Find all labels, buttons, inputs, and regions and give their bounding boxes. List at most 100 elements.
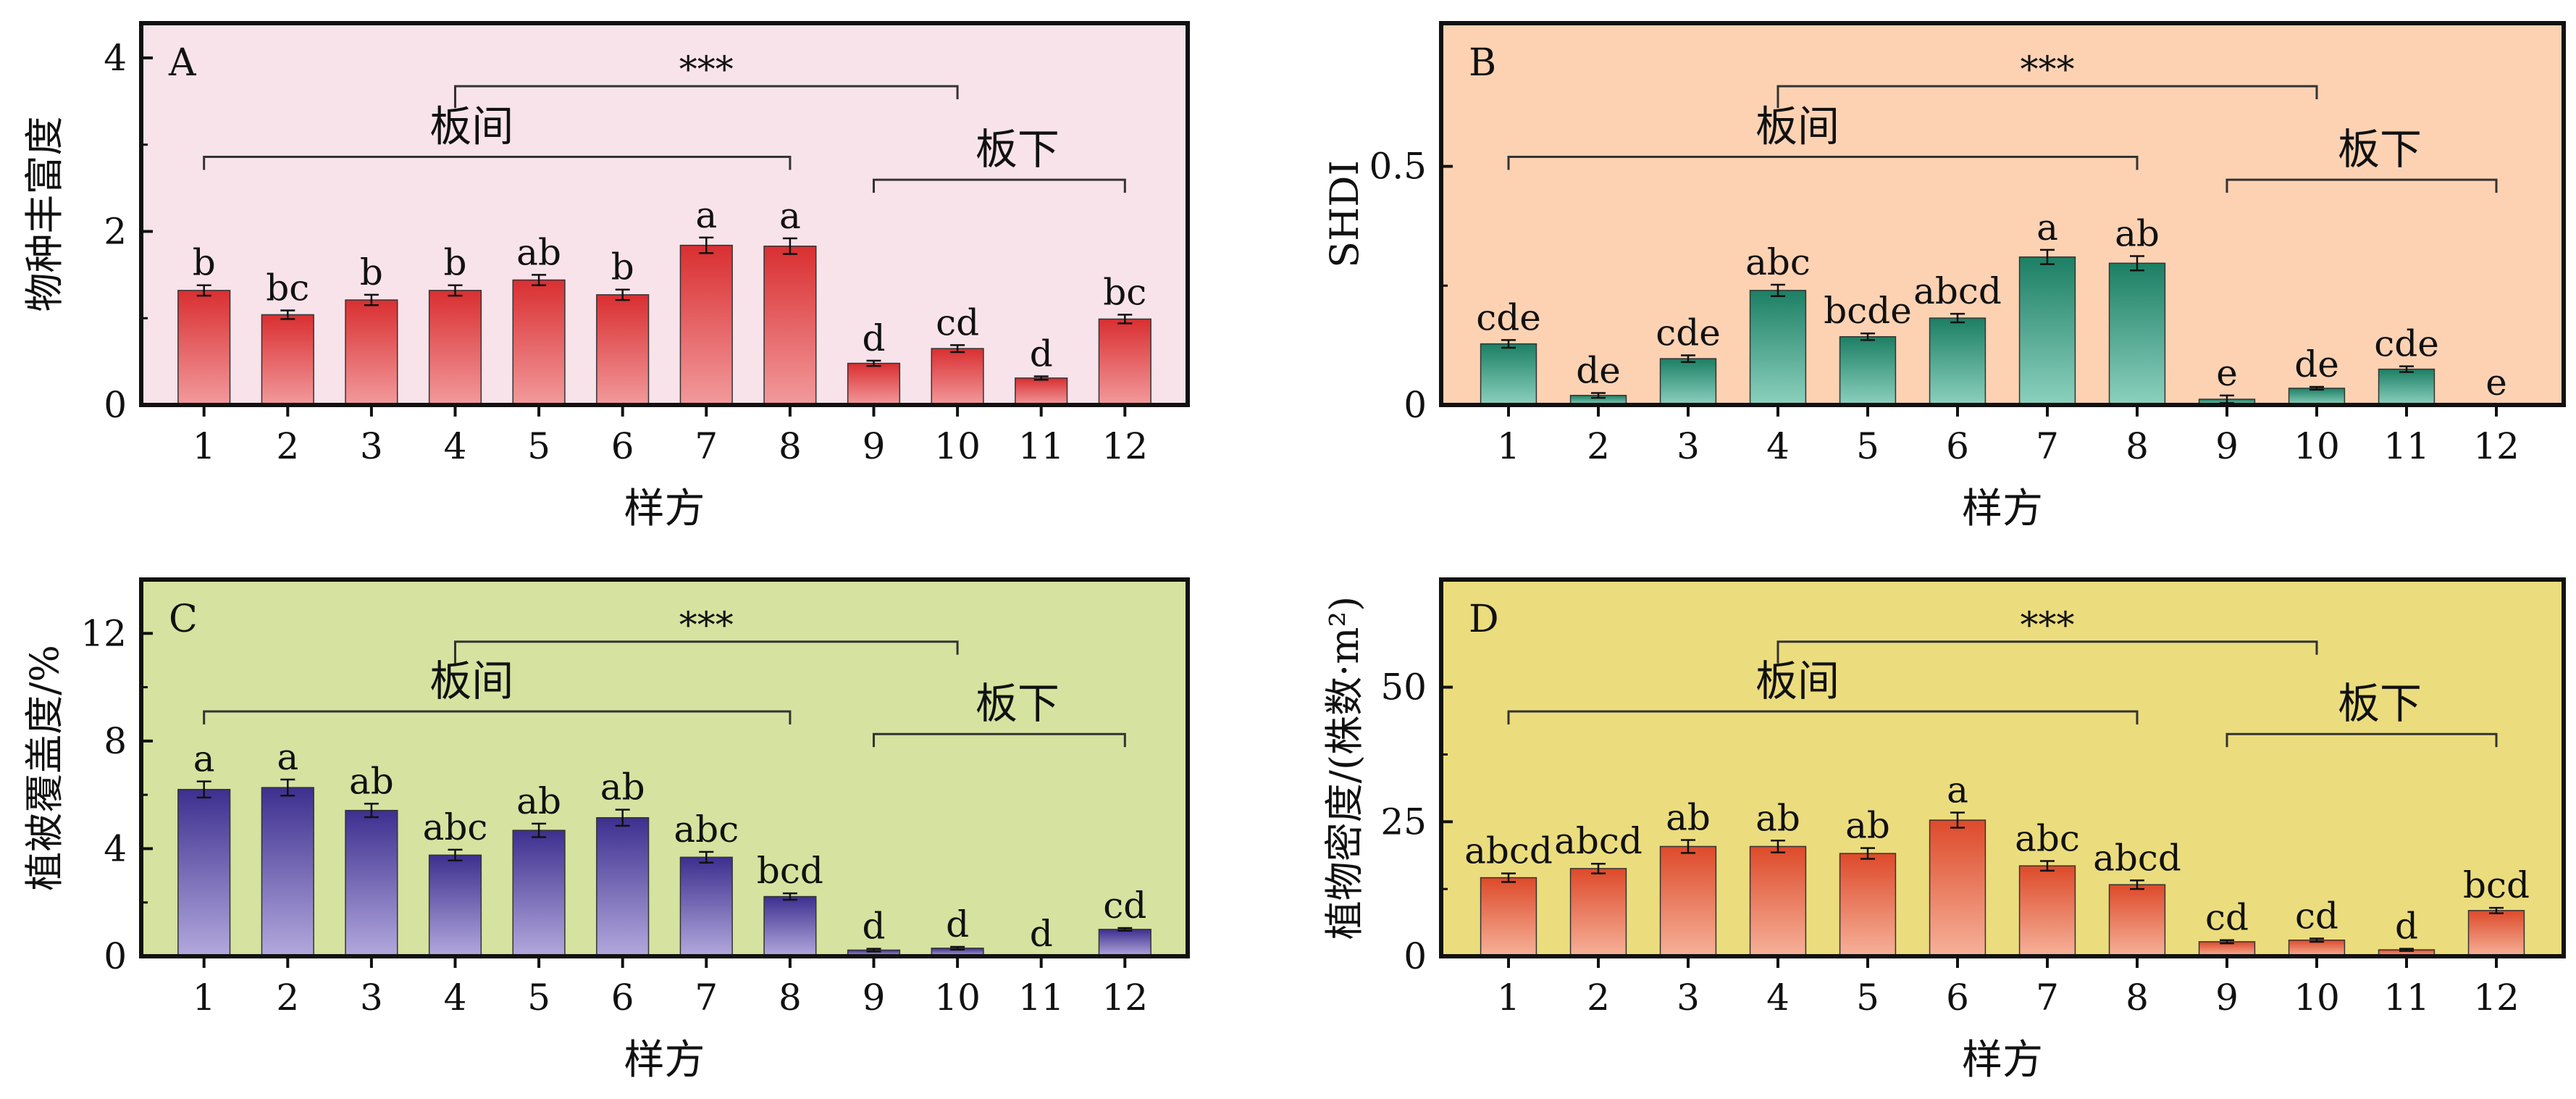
plot-frame xyxy=(1439,577,2566,958)
error-bar-6 xyxy=(615,808,630,827)
significance-letter-3: ab xyxy=(349,760,394,802)
significance-letter-4: abc xyxy=(1745,241,1811,283)
significance-bracket-line xyxy=(454,640,959,664)
y-tick-label: 0 xyxy=(104,384,127,426)
error-bar-4 xyxy=(448,284,463,297)
significance-stars: *** xyxy=(679,604,734,646)
x-tick-label: 12 xyxy=(1102,977,1148,1019)
x-axis-title: 样方 xyxy=(1962,1037,2043,1084)
panel-label: B xyxy=(1469,41,1496,85)
panel-label: C xyxy=(169,598,198,641)
significance-letter-5: ab xyxy=(516,780,561,822)
error-bar-7 xyxy=(2040,860,2055,872)
bar-10 xyxy=(2288,388,2346,406)
error-bar-8 xyxy=(782,237,797,255)
error-bar-1 xyxy=(196,284,211,297)
group-bracket-1: 板间 xyxy=(203,101,792,170)
error-bar-7 xyxy=(2040,248,2055,265)
bar-6 xyxy=(1929,317,1986,406)
group-bracket-line xyxy=(1507,710,2139,724)
error-bar-3 xyxy=(364,803,379,819)
x-tick-label: 5 xyxy=(1856,977,1879,1019)
significance-letter-5: ab xyxy=(1845,805,1890,847)
bar-7 xyxy=(679,244,733,406)
significance-letter-8: abcd xyxy=(2093,837,2181,879)
significance-letter-8: bcd xyxy=(757,850,823,892)
bar-4 xyxy=(428,290,482,406)
significance-letter-11: d xyxy=(1030,913,1053,955)
bar-7 xyxy=(679,856,733,957)
x-tick-label: 2 xyxy=(1587,977,1610,1019)
bar-11 xyxy=(2378,368,2436,406)
bar-7 xyxy=(2018,256,2076,406)
error-bar-6 xyxy=(1950,811,1965,829)
significance-letter-1: cde xyxy=(1476,296,1541,338)
error-bar-12 xyxy=(1117,927,1133,932)
error-bar-12 xyxy=(1117,314,1133,325)
x-axis-title: 样方 xyxy=(624,1037,705,1084)
group-bracket-1: 板间 xyxy=(1507,101,2139,170)
significance-letter-6: a xyxy=(1947,769,1968,811)
y-axis-title: SHDI xyxy=(1322,160,1367,268)
bar-5 xyxy=(1839,853,1897,957)
group-bracket-line xyxy=(2225,178,2498,193)
error-bar-2 xyxy=(1591,862,1606,874)
bar-3 xyxy=(1659,845,1717,957)
bar-6 xyxy=(1929,819,1986,957)
significance-letter-1: a xyxy=(193,738,215,780)
bar-1 xyxy=(1480,343,1537,406)
significance-letter-4: ab xyxy=(1755,797,1800,839)
group-bracket-line xyxy=(873,732,1126,748)
x-tick-label: 6 xyxy=(1946,977,1969,1019)
x-tick-label: 4 xyxy=(444,425,467,467)
bar-4 xyxy=(428,854,482,957)
x-tick-label: 9 xyxy=(863,425,886,467)
error-bar-11 xyxy=(1033,375,1049,381)
significance-letter-11: d xyxy=(2395,906,2418,948)
x-tick-label: 2 xyxy=(1587,425,1610,467)
x-tick-label: 10 xyxy=(934,425,981,467)
error-bar-6 xyxy=(1950,312,1965,324)
error-bar-11 xyxy=(2399,948,2414,952)
error-bar-10 xyxy=(2309,385,2324,391)
x-tick-label: 5 xyxy=(527,977,550,1019)
error-bar-1 xyxy=(1501,339,1516,349)
significance-letter-6: ab xyxy=(600,766,645,808)
bar-3 xyxy=(345,809,398,957)
significance-letter-9: d xyxy=(862,906,885,948)
y-tick-label: 12 xyxy=(80,612,127,654)
error-bar-1 xyxy=(196,780,211,799)
bar-6 xyxy=(596,816,650,957)
x-tick-label: 1 xyxy=(193,425,216,467)
error-bar-10 xyxy=(950,344,965,354)
significance-bracket-line xyxy=(1776,640,2318,664)
significance-letter-12: cd xyxy=(1103,885,1146,927)
significance-bracket: *** xyxy=(454,49,959,108)
significance-stars: *** xyxy=(2021,49,2075,91)
significance-letter-4: b xyxy=(443,242,466,284)
bar-2 xyxy=(261,314,314,406)
error-bar-3 xyxy=(1681,354,1695,363)
group-bracket-line xyxy=(1507,155,2139,170)
x-tick-label: 1 xyxy=(193,977,216,1019)
error-bar-2 xyxy=(280,778,295,797)
error-bar-3 xyxy=(1681,839,1695,854)
y-axis-title: 植被覆盖度/% xyxy=(22,645,67,891)
significance-letter-8: a xyxy=(779,195,801,237)
x-tick-label: 4 xyxy=(444,977,467,1019)
x-tick-label: 12 xyxy=(2473,977,2520,1019)
x-tick-label: 6 xyxy=(611,977,634,1019)
significance-letter-2: a xyxy=(277,736,298,778)
error-bar-10 xyxy=(950,945,965,950)
significance-letter-9: d xyxy=(862,317,885,359)
bar-9 xyxy=(847,362,901,406)
bar-8 xyxy=(763,246,817,406)
error-bar-6 xyxy=(615,288,630,301)
significance-letter-4: abc xyxy=(423,806,488,848)
significance-letter-10: de xyxy=(2294,343,2339,385)
group-label: 板下 xyxy=(2338,125,2422,174)
group-label: 板间 xyxy=(429,101,513,151)
x-tick-label: 10 xyxy=(934,977,981,1019)
